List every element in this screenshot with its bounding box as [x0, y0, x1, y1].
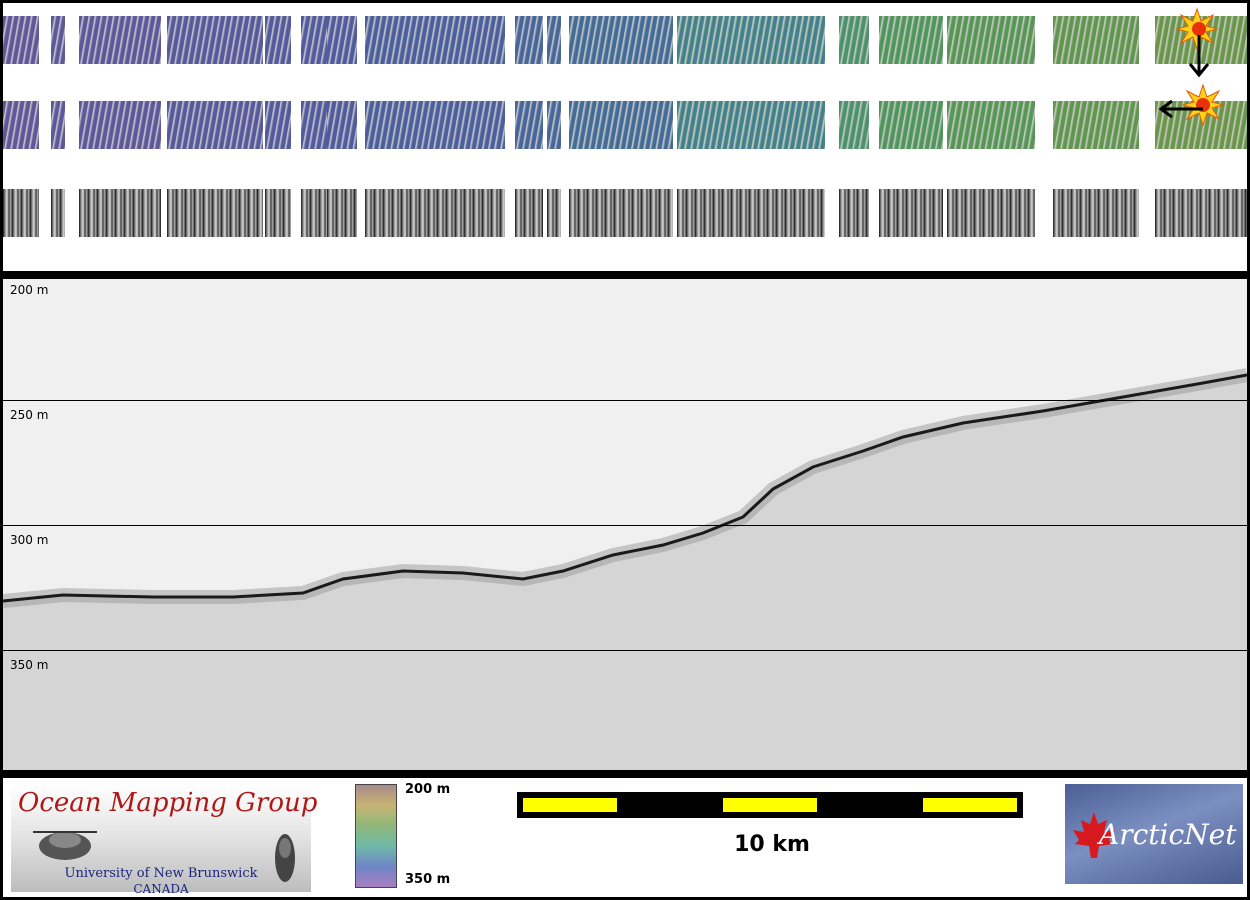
swath-strip-sun-east — [3, 101, 1247, 149]
backscatter-segment — [3, 189, 39, 237]
swath-segment — [515, 16, 543, 64]
swath-segment — [3, 101, 39, 149]
sediment-backscatter-area — [3, 375, 1247, 770]
survey-vessel-icon — [33, 831, 97, 860]
omg-logo-country: CANADA — [133, 882, 189, 896]
seafloor-profile-panel: 200 m 250 m 300 m 350 m — [3, 279, 1247, 770]
depth-label-300: 300 m — [10, 533, 49, 547]
ocean-mapping-group-logo: Ocean Mapping Group University of New Br… — [11, 784, 317, 896]
backscatter-segment — [515, 189, 543, 237]
backscatter-segment — [879, 189, 943, 237]
swath-segment — [515, 101, 543, 149]
swath-segment — [327, 16, 357, 64]
depth-label-200: 200 m — [10, 283, 49, 297]
survey-vessel-icon — [275, 834, 295, 882]
swath-segment — [569, 101, 673, 149]
swath-segment — [3, 16, 39, 64]
swath-segment — [677, 16, 825, 64]
swath-segment — [365, 101, 505, 149]
swath-strip-sun-north — [3, 16, 1247, 64]
depth-colorbar — [355, 784, 397, 888]
swath-segment — [365, 16, 505, 64]
scale-bar-segment — [723, 798, 817, 812]
omg-logo-university: University of New Brunswick — [64, 866, 258, 881]
backscatter-segment — [1053, 189, 1139, 237]
colorbar-bottom-label: 350 m — [405, 872, 451, 887]
depth-gridline — [3, 525, 1247, 526]
swath-segment — [947, 101, 1035, 149]
backscatter-segment — [79, 189, 161, 237]
backscatter-segment — [1155, 189, 1247, 237]
arcticnet-logo-text: ArcticNet — [1099, 818, 1237, 851]
scale-bar — [517, 792, 1023, 818]
backscatter-segment — [365, 189, 505, 237]
backscatter-segment — [547, 189, 561, 237]
swath-segment — [265, 101, 291, 149]
swath-strip-backscatter — [3, 189, 1247, 237]
backscatter-segment — [167, 189, 263, 237]
depth-gridline — [3, 400, 1247, 401]
backscatter-segment — [265, 189, 291, 237]
swath-segment — [1053, 101, 1139, 149]
swath-segment — [79, 101, 161, 149]
swath-segment — [947, 16, 1035, 64]
scale-bar-segment — [523, 798, 617, 812]
seafloor-echo-profile — [3, 368, 1247, 770]
backscatter-segment — [569, 189, 673, 237]
seafloor-echo-line — [3, 373, 1247, 603]
swath-segment — [51, 16, 65, 64]
swath-segment — [167, 16, 263, 64]
maple-leaf-icon — [1073, 812, 1115, 858]
swath-segment — [327, 101, 357, 149]
backscatter-segment — [301, 189, 327, 237]
depth-gridline — [3, 650, 1247, 651]
omg-logo-title: Ocean Mapping Group — [18, 788, 318, 818]
backscatter-segment — [839, 189, 869, 237]
sun-illumination-icon — [1175, 7, 1219, 51]
swath-segment — [569, 16, 673, 64]
swath-segment — [79, 16, 161, 64]
swath-panel — [3, 3, 1247, 271]
swath-segment — [1053, 16, 1139, 64]
swath-segment — [839, 101, 869, 149]
swath-segment — [547, 101, 561, 149]
left-arrow-icon — [1158, 99, 1203, 119]
swath-segment — [879, 16, 943, 64]
swath-segment — [839, 16, 869, 64]
backscatter-segment — [947, 189, 1035, 237]
scale-bar-segment — [923, 798, 1017, 812]
swath-segment — [301, 16, 327, 64]
depth-label-250: 250 m — [10, 408, 49, 422]
backscatter-segment — [677, 189, 825, 237]
swath-segment — [547, 16, 561, 64]
swath-segment — [51, 101, 65, 149]
scale-bar-label: 10 km — [734, 832, 810, 857]
down-arrow-icon — [1188, 35, 1210, 78]
swath-segment — [265, 16, 291, 64]
colorbar-top-label: 200 m — [405, 782, 451, 797]
legend-panel: Ocean Mapping Group University of New Br… — [3, 778, 1247, 897]
sun-illumination-icon — [1181, 83, 1225, 127]
backscatter-segment — [51, 189, 65, 237]
swath-segment — [301, 101, 327, 149]
swath-segment — [677, 101, 825, 149]
arcticnet-logo: ArcticNet — [1065, 784, 1243, 884]
depth-label-350: 350 m — [10, 658, 49, 672]
swath-segment — [167, 101, 263, 149]
backscatter-segment — [327, 189, 357, 237]
swath-segment — [879, 101, 943, 149]
